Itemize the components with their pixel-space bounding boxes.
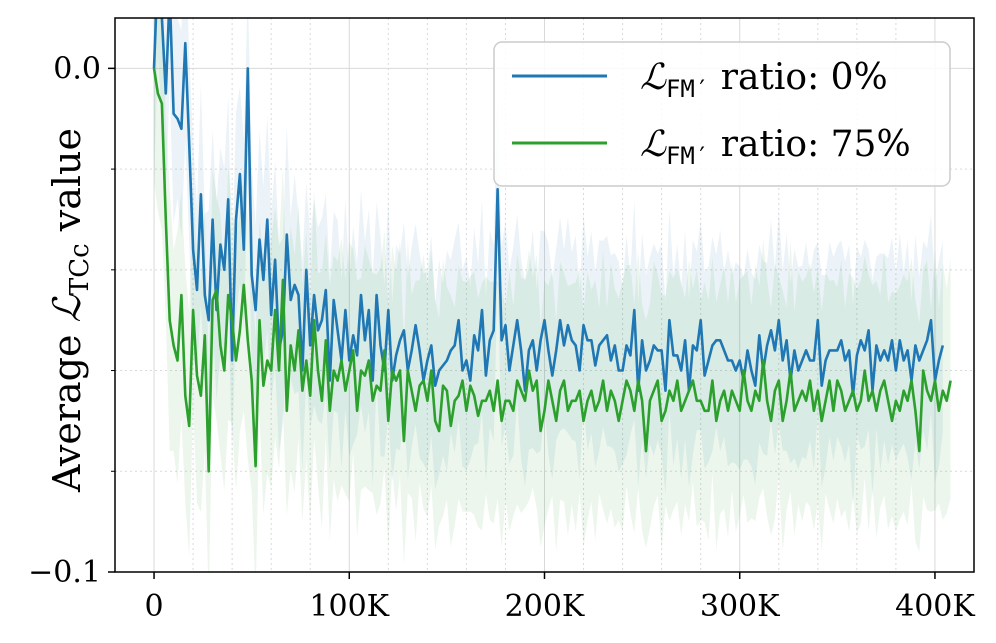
series-line-0 bbox=[152, 18, 945, 398]
series-lines bbox=[152, 18, 952, 473]
y-axis-title: Average ℒTCc value bbox=[45, 128, 95, 493]
axis-ticks bbox=[108, 67, 936, 579]
x-tick-label: 400K bbox=[895, 589, 975, 624]
x-tick-label: 200K bbox=[505, 589, 585, 624]
series-line-1 bbox=[152, 68, 952, 473]
x-tick-label: 100K bbox=[309, 589, 389, 624]
legend: ℒFM′ ratio: 0% ℒFM′ ratio: 75% bbox=[493, 41, 951, 187]
y-tick-label: −0.1 bbox=[28, 555, 101, 590]
legend-box bbox=[493, 41, 951, 187]
tick-labels: 0 100K 200K 300K 400K −0.1 0.0 bbox=[28, 51, 975, 624]
x-tick-label: 300K bbox=[700, 589, 780, 624]
series-band-1 bbox=[154, 18, 951, 572]
legend-label-ratio-75: ℒFM′ ratio: 75% bbox=[640, 124, 911, 170]
x-tick-label: 0 bbox=[144, 589, 163, 624]
legend-label-ratio-0: ℒFM′ ratio: 0% bbox=[640, 57, 888, 103]
y-tick-label: 0.0 bbox=[53, 51, 101, 86]
